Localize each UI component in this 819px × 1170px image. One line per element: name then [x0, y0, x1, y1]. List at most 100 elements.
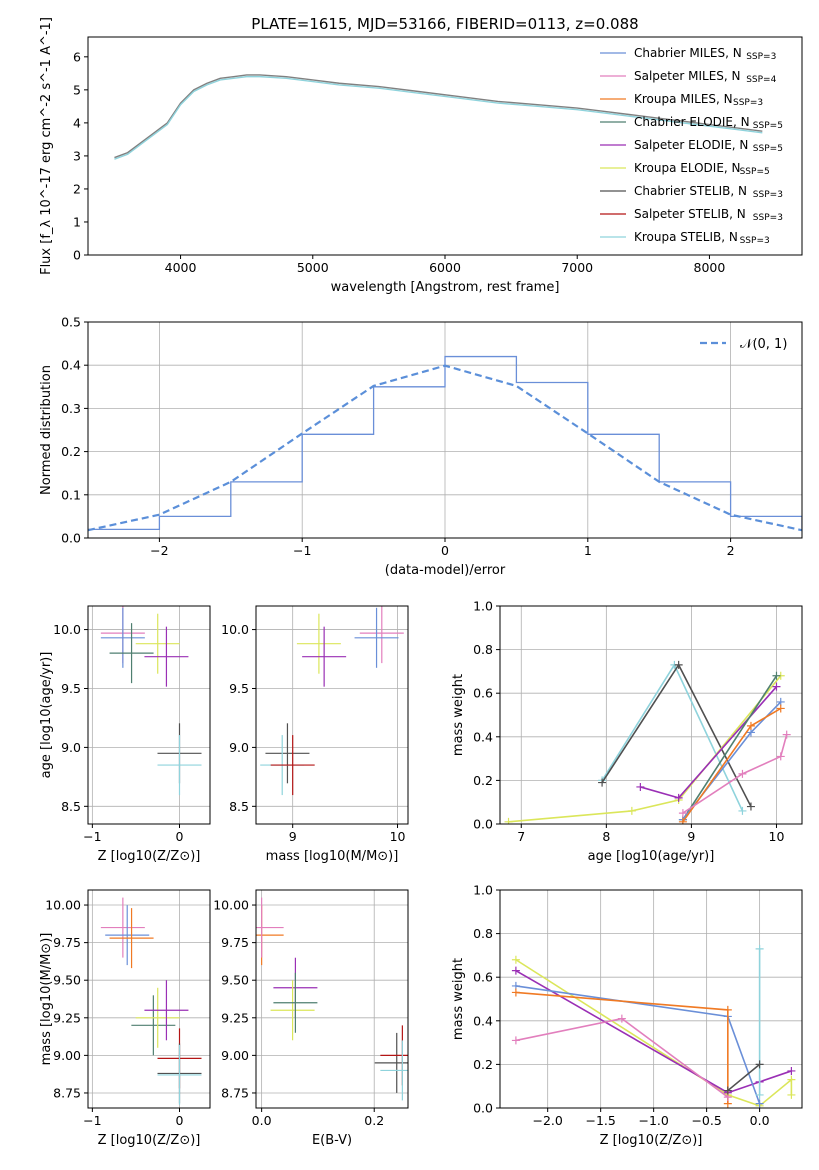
x-tick-label: 1 — [584, 543, 592, 558]
y-tick-label: 9.25 — [53, 1010, 81, 1025]
x-tick-label: 10 — [390, 829, 406, 844]
y-tick-label: 9.50 — [53, 973, 81, 988]
y-tick-label: 0.2 — [61, 444, 81, 459]
x-tick-label: 7 — [517, 829, 525, 844]
legend-label: Salpeter ELODIE, N — [634, 138, 748, 152]
y-axis-label: mass [log10(M/M⊙)] — [39, 933, 54, 1066]
series-line-6 — [682, 707, 782, 823]
data-point — [504, 817, 513, 824]
y-tick-label: 0.2 — [473, 773, 493, 788]
y-tick-label: 0.3 — [61, 401, 81, 416]
series-line-2 — [508, 675, 782, 823]
y-tick-label: 10.00 — [213, 898, 249, 913]
legend-label: Kroupa ELODIE, N — [634, 161, 741, 175]
legend-label: 𝒩(0, 1) — [740, 337, 787, 352]
data-point — [627, 806, 636, 815]
y-tick-label: 0.5 — [61, 315, 81, 330]
legend-nssp: SSP=3 — [740, 236, 770, 246]
legend-nssp: SSP=3 — [753, 213, 783, 223]
x-tick-label: 0.0 — [252, 1113, 272, 1128]
plot-area — [260, 606, 404, 796]
x-tick-label: 2 — [727, 543, 735, 558]
plot-area — [100, 897, 202, 1105]
series-line-1 — [114, 75, 763, 160]
y-tick-label: 1 — [73, 214, 81, 229]
data-point — [772, 682, 781, 691]
series-line-7 — [682, 734, 788, 814]
x-tick-label: 9 — [289, 829, 297, 844]
panel-residuals: −2 −1 0 1 2 0.0 0.1 0.2 0.3 0.4 0.5 (data-model)/er… — [39, 315, 803, 578]
data-point — [723, 1086, 732, 1095]
y-tick-label: 0.0 — [61, 531, 81, 546]
data-point — [787, 1075, 796, 1084]
legend-label: Kroupa MILES, N — [634, 92, 733, 106]
y-tick-label: 8.5 — [61, 799, 81, 814]
x-tick-label: −0.5 — [691, 1113, 721, 1128]
y-tick-label: 1.0 — [473, 883, 493, 898]
y-tick-label: 10.00 — [45, 898, 81, 913]
data-point — [511, 966, 520, 975]
data-point — [674, 793, 683, 802]
x-axis-label: Z [log10(Z/Z⊙)] — [600, 1133, 703, 1148]
data-point — [755, 944, 764, 953]
axes-frame — [255, 605, 409, 825]
y-tick-label: 0 — [73, 248, 81, 263]
y-tick-label: 3 — [73, 148, 81, 163]
y-axis-label: Flux [f_λ 10^-17 erg cm^-2 s^-1 A^-1] — [39, 17, 54, 275]
y-tick-label: 8.75 — [221, 1085, 249, 1100]
y-axis-label: Normed distribution — [39, 365, 54, 495]
x-tick-label: 0.0 — [750, 1113, 770, 1128]
x-tick-label: 8000 — [694, 260, 726, 275]
y-tick-label: 0.6 — [473, 970, 493, 985]
axes-frame — [499, 889, 803, 1109]
data-point — [598, 778, 607, 787]
legend-label: Chabrier MILES, N — [634, 46, 742, 60]
x-axis-label: wavelength [Angstrom, rest frame] — [331, 280, 560, 295]
data-point — [746, 802, 755, 811]
y-tick-label: 9.50 — [221, 973, 249, 988]
x-tick-label: −1 — [83, 1113, 101, 1128]
data-point — [678, 809, 687, 818]
legend-label: Salpeter STELIB, N — [634, 207, 746, 221]
legend-label: Chabrier ELODIE, N — [634, 115, 750, 129]
legend-nssp: SSP=4 — [746, 75, 776, 85]
x-axis-label: mass [log10(M/M⊙)] — [266, 849, 399, 864]
data-point — [617, 1014, 626, 1023]
y-tick-label: 5 — [73, 82, 81, 97]
data-point — [678, 817, 687, 824]
plot-area — [256, 897, 408, 1101]
x-axis-label: age [log10(age/yr)] — [588, 849, 715, 864]
data-point — [776, 704, 785, 713]
x-tick-label: −1 — [83, 829, 101, 844]
plot-area — [511, 944, 796, 1108]
plot-area — [88, 355, 802, 532]
x-tick-label: −2.0 — [533, 1113, 563, 1128]
y-tick-label: 10.0 — [53, 622, 81, 637]
panel-mass-weight-vs-age: 7 8 9 10 0.0 0.2 0.4 0.6 0.8 1.0 age [log10(age/yr… — [451, 599, 803, 864]
legend-label: Chabrier STELIB, N — [634, 184, 747, 198]
y-tick-label: 9.25 — [221, 1010, 249, 1025]
y-axis-label: mass weight — [451, 674, 466, 756]
x-tick-label: 8 — [602, 829, 610, 844]
y-tick-label: 1.0 — [473, 599, 493, 614]
axes-frame — [87, 889, 211, 1109]
data-point — [738, 806, 747, 815]
figure-title: PLATE=1615, MJD=53166, FIBERID=0113, z=0… — [251, 15, 638, 33]
panel-mass-weight-vs-z: −2.0 −1.5 −1.0 −0.5 0.0 0.0 0.2 0.4 0.6 0.8 1.0 Z [… — [451, 883, 803, 1148]
data-point — [723, 1005, 732, 1014]
x-axis-label: (data-model)/error — [385, 563, 506, 578]
y-tick-label: 8.75 — [53, 1085, 81, 1100]
x-tick-label: 5000 — [297, 260, 329, 275]
plot-area — [504, 660, 791, 824]
legend-nssp: SSP=3 — [733, 98, 763, 108]
data-point — [511, 988, 520, 997]
data-point — [511, 955, 520, 964]
y-tick-label: 0.1 — [61, 487, 81, 502]
data-point — [755, 1060, 764, 1069]
data-point — [776, 752, 785, 761]
series-line-0 — [601, 663, 744, 812]
x-tick-label: 9 — [687, 829, 695, 844]
data-point — [674, 660, 683, 669]
